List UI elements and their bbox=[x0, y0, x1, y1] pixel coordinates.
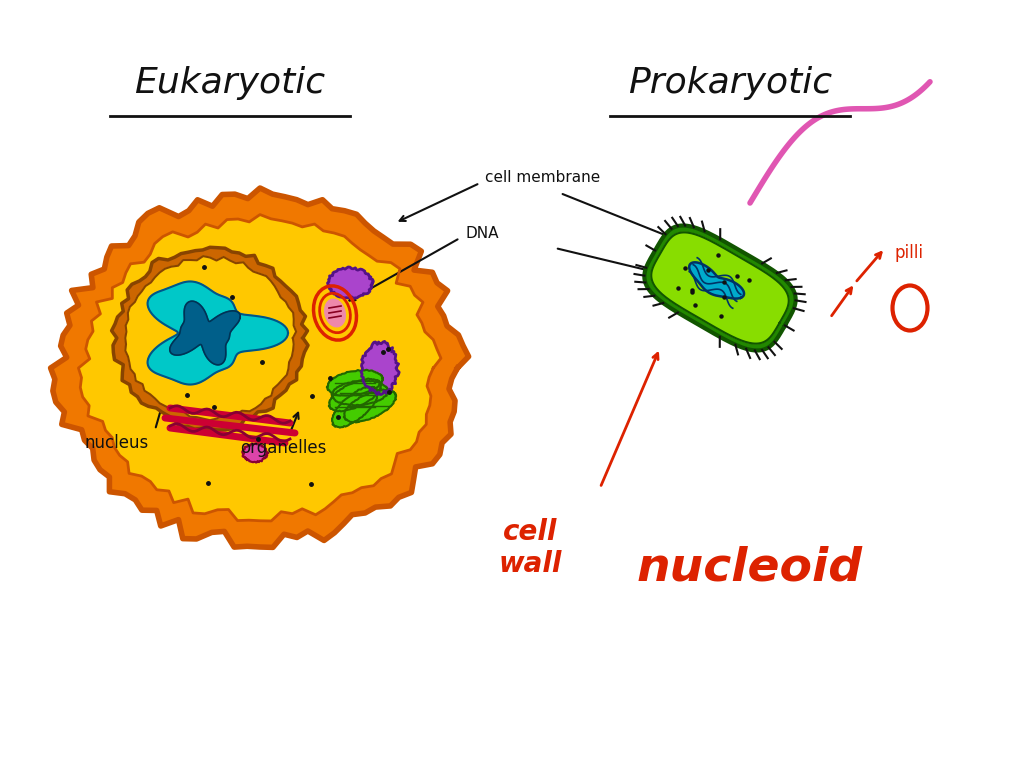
Polygon shape bbox=[112, 247, 308, 430]
Text: nucleus: nucleus bbox=[85, 434, 150, 452]
Text: Prokaryotic: Prokaryotic bbox=[628, 66, 833, 100]
Polygon shape bbox=[79, 214, 441, 521]
Polygon shape bbox=[243, 443, 268, 462]
Polygon shape bbox=[327, 369, 383, 396]
Polygon shape bbox=[125, 256, 296, 420]
Polygon shape bbox=[332, 387, 379, 428]
Text: pilli: pilli bbox=[895, 244, 924, 262]
Polygon shape bbox=[50, 188, 469, 548]
Text: organelles: organelles bbox=[240, 439, 327, 457]
Text: nucleoid: nucleoid bbox=[637, 545, 863, 591]
Text: Eukaryotic: Eukaryotic bbox=[134, 66, 326, 100]
Text: DNA: DNA bbox=[465, 226, 499, 240]
Polygon shape bbox=[689, 263, 744, 299]
Text: cell
wall: cell wall bbox=[499, 518, 562, 578]
Polygon shape bbox=[344, 389, 396, 422]
Polygon shape bbox=[147, 282, 288, 385]
Ellipse shape bbox=[325, 300, 345, 326]
Text: cell membrane: cell membrane bbox=[485, 170, 600, 186]
Polygon shape bbox=[651, 233, 788, 343]
Polygon shape bbox=[170, 301, 241, 365]
Polygon shape bbox=[332, 380, 388, 406]
Polygon shape bbox=[328, 267, 374, 298]
Polygon shape bbox=[644, 226, 796, 350]
Polygon shape bbox=[329, 379, 381, 412]
Polygon shape bbox=[361, 342, 399, 395]
